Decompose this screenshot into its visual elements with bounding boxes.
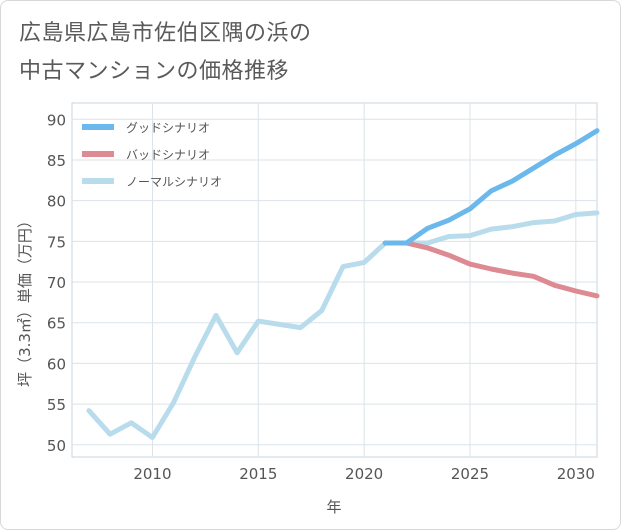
- legend-label: グッドシナリオ: [126, 121, 210, 135]
- y-tick-label: 55: [47, 396, 66, 414]
- y-tick-label: 60: [47, 355, 66, 373]
- chart-title: 広島県広島市佐伯区隅の浜の 中古マンションの価格推移: [19, 15, 312, 91]
- y-tick-label: 75: [47, 233, 66, 251]
- series-line-1: [382, 240, 600, 299]
- y-tick-label: 50: [47, 437, 66, 455]
- grid-lines: [72, 103, 597, 457]
- axis-ticks: 50 55 60 65 70 75 80 85 90 2010 2015 2020 2025 2030: [47, 111, 595, 483]
- y-tick-label: 90: [47, 111, 66, 129]
- y-tick-label: 80: [47, 193, 66, 211]
- x-tick-label: 2020: [345, 465, 383, 483]
- y-tick-label: 70: [47, 274, 66, 292]
- chart-title-line2: 中古マンションの価格推移: [19, 59, 290, 84]
- legend-label: バッドシナリオ: [126, 148, 210, 162]
- x-tick-label: 2010: [133, 465, 171, 483]
- y-tick-label: 65: [47, 315, 66, 333]
- y-axis-title: 坪（3.3㎡）単価（万円）: [16, 213, 34, 387]
- series-lines: [86, 128, 600, 440]
- x-tick-label: 2025: [451, 465, 489, 483]
- series-line-2: [86, 210, 600, 440]
- x-axis-title: 年: [326, 498, 341, 516]
- x-tick-label: 2015: [239, 465, 277, 483]
- x-tick-label: 2030: [557, 465, 595, 483]
- y-tick-label: 85: [47, 152, 66, 170]
- series-line-0: [382, 128, 600, 246]
- chart-title-line1: 広島県広島市佐伯区隅の浜の: [19, 21, 312, 46]
- legend-label: ノーマルシナリオ: [126, 175, 222, 189]
